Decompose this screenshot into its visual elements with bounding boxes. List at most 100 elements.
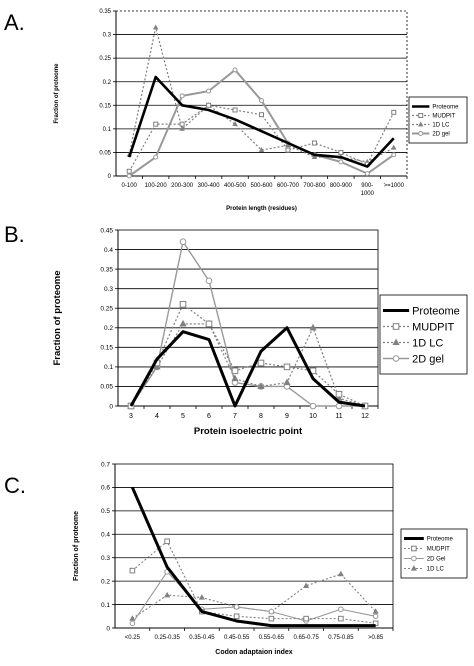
x-tick-label-line: 500-600 bbox=[250, 183, 273, 189]
y-tick-label: 0.3 bbox=[101, 555, 110, 562]
x-tick-label-line: 0.65-0.75 bbox=[293, 635, 319, 641]
legend-marker-2d-gel bbox=[418, 131, 424, 136]
x-axis-title: Protein isoelectric point bbox=[194, 426, 303, 437]
data-point-1d-lc bbox=[258, 147, 265, 152]
x-tick-label: 400-500 bbox=[224, 183, 247, 189]
y-tick-label: 0.1 bbox=[101, 602, 110, 609]
x-axis-title: Codon adaptaion index bbox=[215, 649, 292, 656]
data-point-2d-gel bbox=[232, 67, 238, 73]
data-point-1d-lc bbox=[391, 144, 397, 150]
x-tick-label: 700-800 bbox=[303, 183, 326, 189]
x-tick-label-line: 900- bbox=[361, 183, 373, 189]
x-tick-label-line: 6 bbox=[207, 413, 211, 420]
x-tick-label: 5 bbox=[181, 413, 185, 420]
y-tick-label: 0 bbox=[108, 174, 112, 180]
legend-marker-mudpit bbox=[392, 323, 400, 330]
y-tick-label: 0 bbox=[109, 403, 113, 410]
x-tick-label-line: 700-800 bbox=[303, 183, 326, 189]
legend-label-proteome: Proteome bbox=[412, 305, 460, 317]
data-point-1d-lc bbox=[311, 154, 318, 160]
chart-panel-b: B. 0 0.05 0.1 0.15 0.2 0.25 0.3 0.35 0.4 0.45 3 4 5 6 7… bbox=[4, 222, 468, 437]
x-tick-label: 0.45-0.55 bbox=[224, 635, 250, 641]
data-point-mudpit bbox=[285, 147, 291, 153]
data-point-mudpit bbox=[179, 121, 185, 127]
x-tick-label: 100-200 bbox=[145, 183, 168, 189]
x-tick-label-line: 4 bbox=[155, 413, 159, 420]
x-tick-label-line: 3 bbox=[129, 413, 133, 420]
y-axis-title: Fraction of proteome bbox=[73, 511, 80, 581]
legend-label-mudpit: MUDPIT bbox=[432, 114, 455, 120]
x-tick-label-line: 5 bbox=[181, 413, 185, 420]
data-point-mudpit bbox=[303, 615, 309, 622]
y-tick-label: 0.15 bbox=[99, 103, 111, 109]
x-tick-label: 0.25-0.35 bbox=[154, 635, 180, 641]
x-tick-label: 500-600 bbox=[250, 183, 273, 189]
data-point-1d-lc bbox=[179, 125, 185, 131]
x-tick-label: 0.65-0.75 bbox=[293, 635, 319, 641]
legend-label-2d-gel: 2D gel bbox=[412, 353, 444, 365]
data-point-1d-lc bbox=[309, 323, 317, 331]
y-axis-title: Fraction of proteome bbox=[54, 63, 60, 124]
y-tick-label: 0.15 bbox=[100, 345, 113, 352]
x-tick-label: >0.85 bbox=[368, 635, 384, 641]
legend-marker-1d-lc bbox=[410, 565, 417, 571]
data-point-2d-gel bbox=[179, 238, 187, 246]
x-tick-label: 12 bbox=[361, 413, 369, 420]
x-tick-label: 0-100 bbox=[122, 183, 138, 189]
x-tick-label-line: 8 bbox=[259, 413, 263, 420]
series-line-1d-lc bbox=[132, 573, 377, 620]
x-tick-label-line: 10 bbox=[309, 413, 317, 420]
legend-label-1d-lc: 1D LC bbox=[432, 123, 450, 129]
y-tick-label: 0.2 bbox=[103, 80, 112, 86]
x-tick-label: 4 bbox=[155, 413, 159, 420]
data-point-2d-gel bbox=[205, 277, 213, 285]
legend-marker-1d-lc bbox=[392, 338, 400, 346]
data-point-mudpit bbox=[311, 140, 317, 146]
x-tick-label: >=1000 bbox=[384, 183, 405, 189]
legend-label-2d-gel: 2D Gel bbox=[427, 557, 446, 563]
data-point-mudpit bbox=[268, 615, 275, 622]
data-point-1d-lc bbox=[285, 142, 291, 148]
y-tick-label: 0.3 bbox=[103, 33, 112, 39]
data-point-mudpit bbox=[233, 613, 240, 620]
data-point-2d-gel bbox=[259, 98, 264, 104]
series-line-mudpit bbox=[130, 303, 366, 407]
x-tick-label-line: 0.35-0.45 bbox=[189, 635, 215, 641]
legend-label-1d-lc: 1D LC bbox=[412, 337, 443, 349]
data-point-mudpit bbox=[257, 359, 265, 367]
x-tick-label-line: >0.85 bbox=[368, 635, 384, 641]
data-point-mudpit bbox=[205, 320, 213, 328]
data-point-mudpit bbox=[126, 168, 132, 174]
x-tick-label-line: 800-900 bbox=[330, 183, 353, 189]
x-tick-label-line: 11 bbox=[335, 413, 342, 420]
data-point-mudpit bbox=[153, 121, 159, 127]
series-line-2d-gel bbox=[130, 241, 365, 407]
x-tick-label-line: <0.25 bbox=[125, 635, 141, 641]
legend-marker-mudpit bbox=[411, 545, 417, 552]
y-tick-label: 0.35 bbox=[100, 266, 113, 273]
data-point-1d-lc bbox=[129, 615, 136, 621]
x-tick-label: 11 bbox=[335, 413, 342, 420]
data-point-2d-gel bbox=[153, 154, 159, 160]
legend-label-mudpit: MUDPIT bbox=[427, 547, 450, 553]
x-tick-label: 300-400 bbox=[198, 183, 221, 189]
x-tick-label-line: 12 bbox=[361, 413, 369, 420]
data-point-mudpit bbox=[179, 301, 187, 308]
y-tick-label: 0.7 bbox=[101, 461, 110, 468]
data-point-2d-gel bbox=[206, 88, 212, 94]
legend-box bbox=[408, 96, 468, 144]
x-tick-label: 7 bbox=[233, 413, 237, 420]
data-point-1d-lc bbox=[372, 608, 379, 614]
x-tick-label-line: 0.55-0.65 bbox=[259, 635, 285, 641]
x-tick-label-line: 400-500 bbox=[224, 183, 247, 189]
y-tick-label: 0.05 bbox=[100, 384, 113, 391]
legend-label-mudpit: MUDPIT bbox=[412, 321, 454, 333]
data-point-1d-lc bbox=[283, 378, 291, 386]
data-point-1d-lc bbox=[303, 582, 310, 588]
data-point-mudpit bbox=[164, 538, 170, 545]
panel-label: A. bbox=[4, 10, 25, 35]
x-tick-label-line: 9 bbox=[285, 413, 289, 420]
data-point-1d-lc bbox=[337, 570, 344, 577]
y-tick-label: 0.6 bbox=[101, 485, 110, 492]
